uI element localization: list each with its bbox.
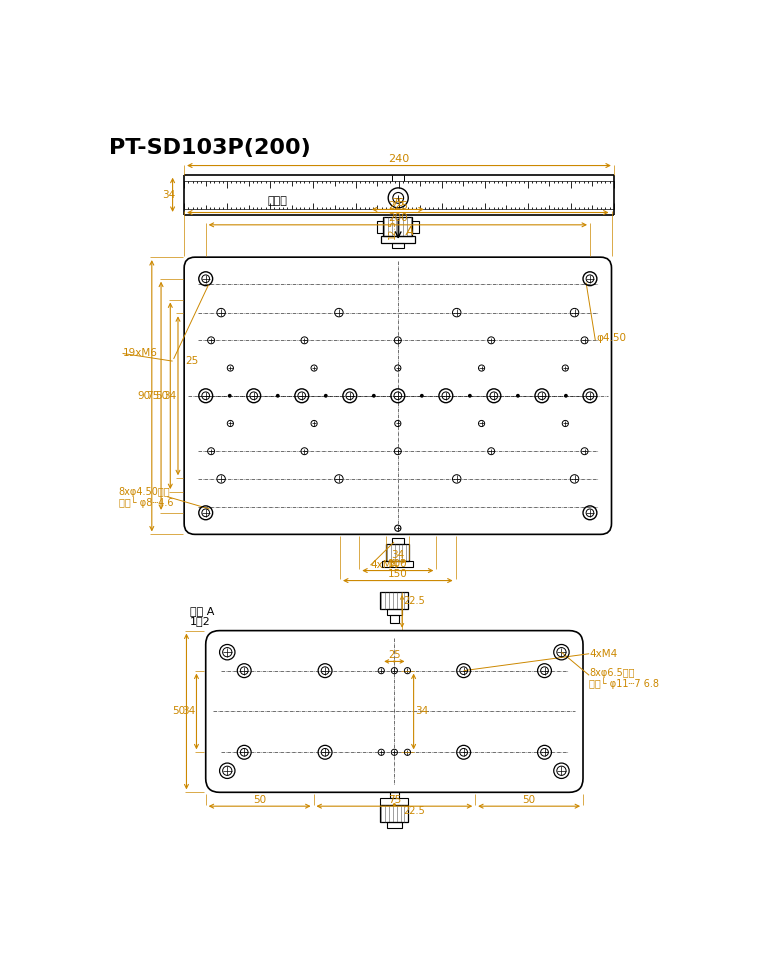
Bar xyxy=(392,243,404,248)
Text: 4xM4: 4xM4 xyxy=(370,560,399,570)
Bar xyxy=(413,221,419,232)
Text: PT-SD103P(200): PT-SD103P(200) xyxy=(108,138,310,158)
Text: 90: 90 xyxy=(137,391,151,401)
Text: 75: 75 xyxy=(147,391,159,401)
Text: 34: 34 xyxy=(162,190,176,200)
Text: 视图 A: 视图 A xyxy=(190,606,214,616)
Text: 50: 50 xyxy=(253,794,266,805)
Circle shape xyxy=(276,394,280,398)
Text: 34: 34 xyxy=(163,391,176,401)
Text: 8xφ6.5㛆穿: 8xφ6.5㛆穿 xyxy=(589,668,635,678)
Bar xyxy=(383,217,413,236)
Bar xyxy=(390,793,399,798)
Bar xyxy=(381,798,408,805)
Circle shape xyxy=(228,394,232,398)
Text: 背面└ φ8┄4.6: 背面└ φ8┄4.6 xyxy=(119,496,173,508)
Text: 240: 240 xyxy=(388,154,410,164)
Text: 25: 25 xyxy=(186,357,199,366)
Text: 50: 50 xyxy=(172,706,185,716)
Text: 8xφ4.50㛆穿: 8xφ4.50㛆穿 xyxy=(119,487,170,497)
Circle shape xyxy=(393,661,395,663)
Bar xyxy=(381,236,415,243)
Bar xyxy=(387,821,402,828)
Text: 背面└ φ11┄7 6.8: 背面└ φ11┄7 6.8 xyxy=(589,677,659,688)
Circle shape xyxy=(372,394,376,398)
Circle shape xyxy=(564,394,568,398)
Text: φ4.50: φ4.50 xyxy=(597,333,627,343)
Text: 150: 150 xyxy=(388,569,408,579)
Circle shape xyxy=(420,394,424,398)
Text: 19xM6: 19xM6 xyxy=(122,348,158,358)
Text: 100: 100 xyxy=(388,559,408,569)
Circle shape xyxy=(393,803,396,806)
Bar xyxy=(377,221,383,232)
Text: 25: 25 xyxy=(388,650,401,660)
Bar xyxy=(390,616,399,623)
Text: 22.5: 22.5 xyxy=(403,806,425,815)
Text: 1：2: 1：2 xyxy=(190,616,211,626)
Text: 75: 75 xyxy=(388,794,401,805)
Text: 50: 50 xyxy=(156,391,168,401)
FancyBboxPatch shape xyxy=(184,257,612,534)
Text: 34: 34 xyxy=(392,550,405,560)
Bar xyxy=(386,544,410,561)
Bar xyxy=(387,609,402,616)
Text: 200: 200 xyxy=(388,213,408,224)
Circle shape xyxy=(324,394,328,398)
Bar xyxy=(382,561,413,567)
Circle shape xyxy=(468,394,472,398)
Text: 22.5: 22.5 xyxy=(403,596,425,605)
Text: 225: 225 xyxy=(388,201,408,211)
Circle shape xyxy=(516,394,519,398)
Text: 50: 50 xyxy=(523,794,536,805)
Bar xyxy=(392,538,404,544)
FancyBboxPatch shape xyxy=(206,631,583,793)
Bar xyxy=(381,592,408,609)
Text: 4xM4: 4xM4 xyxy=(589,649,618,659)
Text: 34: 34 xyxy=(415,706,428,716)
Text: A: A xyxy=(405,226,413,238)
Text: 75: 75 xyxy=(392,198,405,207)
Text: 34: 34 xyxy=(182,706,195,716)
Bar xyxy=(381,805,408,821)
Text: 12.5: 12.5 xyxy=(388,220,396,239)
Text: 视地威: 视地威 xyxy=(268,196,287,206)
